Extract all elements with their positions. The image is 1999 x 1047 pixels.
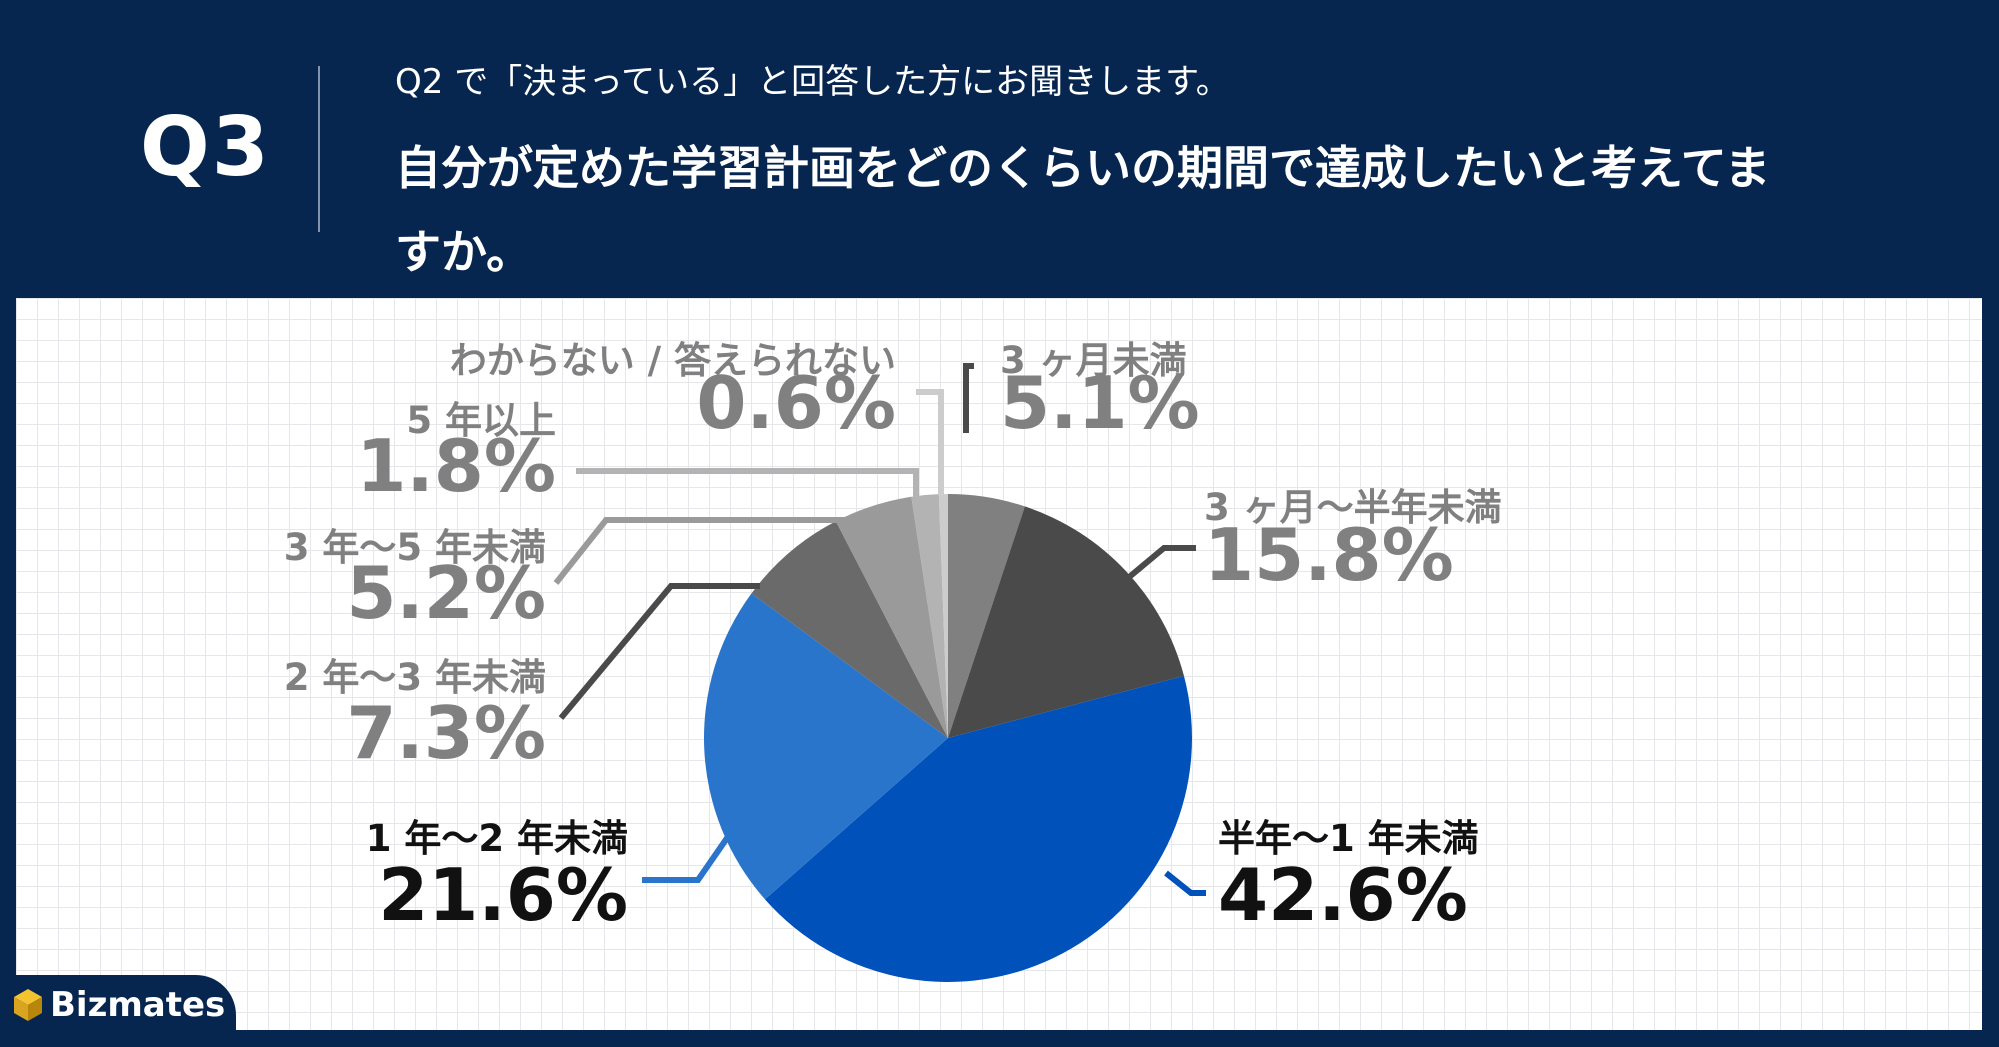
leader-line — [1164, 870, 1206, 896]
slice-category-label: 1 年〜2 年未満 — [366, 817, 628, 860]
pie-slice — [938, 494, 948, 738]
brand-logo: Bizmates — [0, 975, 236, 1035]
pie-slice — [704, 593, 948, 900]
slice-value-label: 1.8% — [356, 424, 556, 508]
cube-logo-icon — [14, 989, 42, 1021]
question-title: 自分が定めた学習計画をどのくらいの期間で達成したいと考えてますか。 — [395, 141, 1771, 279]
leader-line — [642, 826, 737, 883]
pie-slice — [764, 675, 1193, 982]
chart-panel: 3 ヶ月未満 5.1% 3 ヶ月〜半年未満 15.8% 半年〜1 年未満 42.6% 1 年… — [16, 298, 1982, 1030]
slice-category-label: 3 年〜5 年未満 — [284, 526, 546, 569]
leader-line — [1126, 545, 1196, 581]
question-number: Q3 — [140, 100, 271, 195]
leader-line — [963, 363, 974, 433]
pie-slice — [835, 496, 948, 738]
slice-value-label: 21.6% — [378, 853, 628, 937]
slice-category-label: 半年〜1 年未満 — [1218, 817, 1479, 860]
leader-line — [553, 517, 846, 585]
slice-category-label: 2 年〜3 年未満 — [284, 656, 546, 699]
pie-slice — [751, 521, 948, 738]
header-divider — [318, 66, 320, 232]
pie-slice — [911, 494, 948, 738]
slice-value-label: 0.6% — [696, 361, 896, 445]
header: Q3 Q2 で「決まっている」と回答した方にお聞きします。 自分が定めた学習計画… — [0, 0, 1999, 296]
slice-value-label: 7.3% — [346, 691, 546, 775]
leader-line — [916, 389, 944, 494]
slice-value-label: 5.1% — [1000, 361, 1200, 445]
slice-value-label: 5.2% — [346, 551, 546, 635]
slice-value-label: 42.6% — [1218, 853, 1468, 937]
leader-line — [576, 468, 919, 503]
slice-category-label: 3 ヶ月未満 — [1000, 339, 1187, 382]
pie-slice — [948, 506, 1184, 738]
slice-value-label: 15.8% — [1204, 513, 1454, 597]
slice-category-label: 5 年以上 — [406, 399, 556, 442]
slice-category-label: わからない / 答えられない — [450, 339, 896, 382]
pie-slice — [948, 494, 1025, 738]
leader-line — [558, 583, 760, 720]
brand-logo-text: Bizmates — [50, 985, 226, 1025]
slice-category-label: 3 ヶ月〜半年未満 — [1204, 486, 1502, 529]
slices-layer — [704, 494, 1193, 982]
question-preamble: Q2 で「決まっている」と回答した方にお聞きします。 — [395, 62, 1230, 102]
leader-lines-layer — [553, 363, 1206, 896]
